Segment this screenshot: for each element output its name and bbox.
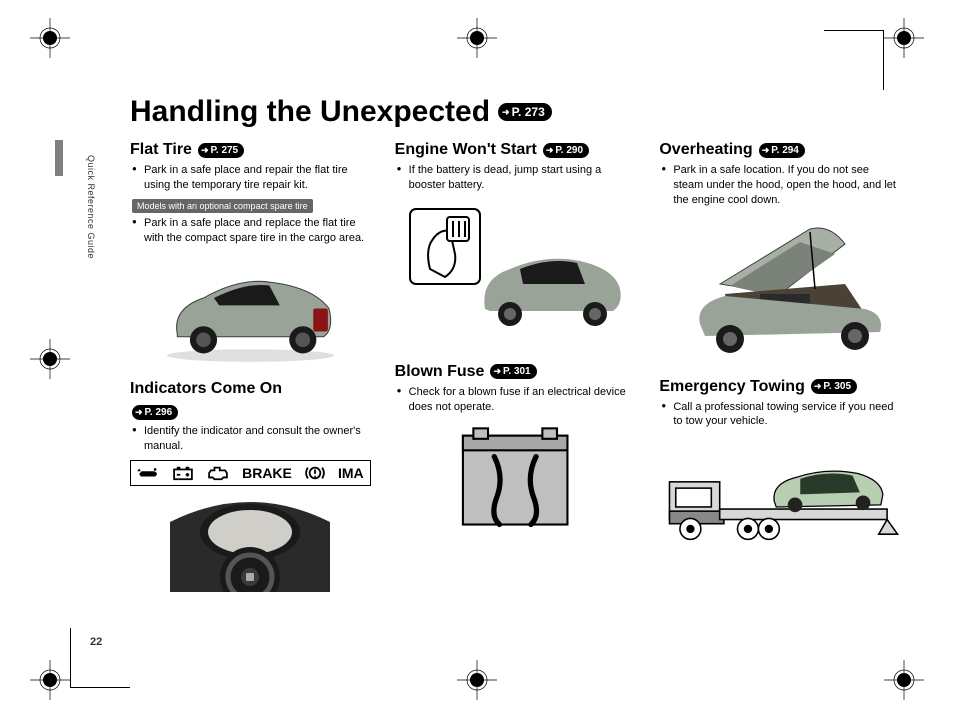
section-heading: Blown Fuse P. 301: [395, 363, 636, 381]
heading-text: Emergency Towing: [659, 378, 805, 396]
dashboard-illustration: [130, 492, 371, 592]
page-content: Handling the Unexpected P. 273 Flat Tire…: [130, 95, 900, 606]
indicator-icons-bar: BRAKE IMA: [130, 460, 371, 486]
section-heading: Engine Won't Start P. 290: [395, 141, 636, 159]
section-tab: [55, 140, 63, 176]
section-heading: Flat Tire P. 275: [130, 141, 371, 159]
column-1: Flat Tire P. 275 Park in a safe place an…: [130, 141, 371, 606]
heading-text: Blown Fuse: [395, 363, 485, 381]
brake-label: BRAKE: [242, 465, 292, 481]
column-2: Engine Won't Start P. 290 If the battery…: [395, 141, 636, 606]
fuse-illustration: [395, 420, 636, 535]
bullet-item: Park in a safe location. If you do not s…: [659, 163, 900, 208]
jumpstart-illustration: [395, 199, 636, 349]
section-overheating: Overheating P. 294 Park in a safe locati…: [659, 141, 900, 364]
page-number: 22: [90, 636, 102, 648]
heading-text: Engine Won't Start: [395, 141, 537, 159]
page-ref-badge: P. 275: [198, 143, 244, 158]
bullet-item: Park in a safe place and repair the flat…: [130, 163, 371, 193]
overheating-illustration: [659, 214, 900, 364]
registration-mark-icon: [457, 660, 497, 700]
page-ref-badge: P. 296: [132, 405, 178, 420]
section-flat-tire: Flat Tire P. 275 Park in a safe place an…: [130, 141, 371, 366]
registration-mark-icon: [30, 18, 70, 58]
registration-mark-icon: [30, 660, 70, 700]
column-3: Overheating P. 294 Park in a safe locati…: [659, 141, 900, 606]
battery-icon: [172, 465, 194, 481]
page-ref-badge: P. 273: [498, 103, 552, 121]
page-ref-badge: P. 290: [543, 143, 589, 158]
crop-mark-icon: [824, 30, 884, 90]
section-heading: Overheating P. 294: [659, 141, 900, 159]
registration-mark-icon: [457, 18, 497, 58]
bullet-item: Check for a blown fuse if an electrical …: [395, 385, 636, 415]
bullet-item: Park in a safe place and replace the fla…: [130, 216, 371, 246]
towing-illustration: [659, 435, 900, 550]
page-ref-badge: P. 301: [490, 364, 536, 379]
registration-mark-icon: [884, 18, 924, 58]
section-heading: Indicators Come On: [130, 380, 371, 398]
page-title: Handling the Unexpected P. 273: [130, 95, 900, 129]
page-ref-badge: P. 305: [811, 379, 857, 394]
ima-label: IMA: [338, 465, 364, 481]
bullet-item: Call a professional towing service if yo…: [659, 400, 900, 430]
section-blown-fuse: Blown Fuse P. 301 Check for a blown fuse…: [395, 363, 636, 536]
title-text: Handling the Unexpected: [130, 95, 490, 129]
section-heading: Emergency Towing P. 305: [659, 378, 900, 396]
bullet-item: Identify the indicator and consult the o…: [130, 424, 371, 454]
engine-icon: [207, 465, 229, 481]
brake-warning-icon: [305, 465, 325, 481]
heading-text: Overheating: [659, 141, 752, 159]
section-engine-start: Engine Won't Start P. 290 If the battery…: [395, 141, 636, 349]
heading-text: Flat Tire: [130, 141, 192, 159]
registration-mark-icon: [30, 339, 70, 379]
section-towing: Emergency Towing P. 305 Call a professio…: [659, 378, 900, 551]
section-indicators: Indicators Come On P. 296 Identify the i…: [130, 380, 371, 592]
page-ref-badge: P. 294: [759, 143, 805, 158]
bullet-item: If the battery is dead, jump start using…: [395, 163, 636, 193]
model-note: Models with an optional compact spare ti…: [132, 199, 313, 213]
heading-text: Indicators Come On: [130, 380, 282, 398]
side-label: Quick Reference Guide: [86, 155, 96, 259]
registration-mark-icon: [884, 660, 924, 700]
oil-icon: [137, 465, 159, 481]
flat-tire-illustration: [130, 251, 371, 366]
